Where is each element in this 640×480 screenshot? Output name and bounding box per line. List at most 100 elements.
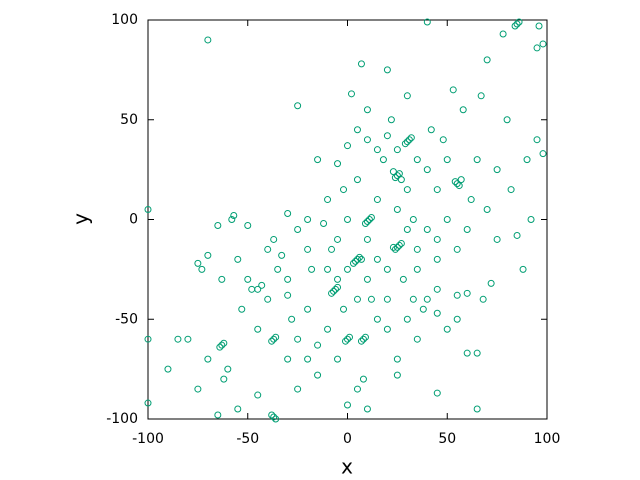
point	[433, 235, 441, 243]
point	[511, 22, 519, 30]
point	[423, 225, 431, 233]
point	[314, 371, 322, 379]
point	[519, 265, 527, 273]
point	[539, 40, 547, 48]
point	[393, 243, 401, 251]
point	[144, 399, 152, 407]
point	[515, 18, 523, 26]
point	[359, 335, 367, 343]
point	[449, 86, 457, 94]
point	[268, 411, 276, 419]
point	[308, 265, 316, 273]
y-tick-label: 50	[120, 112, 138, 128]
point	[473, 156, 481, 164]
point	[383, 295, 391, 303]
point	[393, 146, 401, 154]
point	[451, 178, 459, 186]
point	[174, 335, 182, 343]
point	[334, 283, 342, 291]
point	[493, 235, 501, 243]
point	[353, 176, 361, 184]
point	[433, 186, 441, 194]
point	[387, 116, 395, 124]
point	[344, 401, 351, 409]
point	[539, 150, 547, 158]
point	[413, 265, 421, 273]
point	[344, 142, 351, 150]
point	[194, 385, 202, 393]
point	[391, 174, 399, 182]
point	[533, 44, 541, 52]
point	[244, 275, 252, 283]
point	[393, 371, 401, 379]
point	[344, 335, 351, 343]
x-tick-label: 100	[534, 431, 561, 447]
point	[254, 285, 262, 293]
point	[270, 335, 278, 343]
point	[405, 136, 413, 144]
point	[363, 106, 371, 114]
point	[383, 132, 391, 140]
point	[401, 140, 409, 148]
point	[224, 365, 232, 373]
point	[268, 337, 276, 345]
point	[184, 335, 192, 343]
point	[328, 289, 336, 297]
point	[314, 341, 322, 349]
y-tick-label: 0	[129, 212, 138, 228]
x-tick-label: -50	[236, 431, 259, 447]
point	[218, 341, 226, 349]
point	[294, 335, 302, 343]
point	[363, 217, 371, 225]
point	[334, 235, 342, 243]
point	[228, 216, 236, 223]
point	[463, 225, 471, 233]
point	[463, 349, 471, 357]
point	[254, 391, 262, 399]
x-tick-label: 0	[343, 431, 352, 447]
point	[204, 355, 212, 363]
point	[373, 315, 381, 323]
point	[304, 355, 312, 363]
point	[467, 196, 475, 204]
point	[373, 255, 381, 263]
point	[220, 375, 228, 383]
point	[423, 295, 431, 303]
point	[403, 225, 411, 233]
point	[433, 309, 441, 317]
point	[353, 126, 361, 134]
point	[413, 245, 421, 253]
point	[419, 305, 427, 313]
point	[345, 333, 353, 341]
point	[397, 239, 405, 247]
point	[230, 212, 238, 220]
point	[264, 295, 272, 303]
point	[330, 287, 338, 295]
point	[443, 216, 451, 223]
plot-frame	[147, 19, 548, 420]
point	[198, 265, 206, 273]
point	[363, 136, 371, 144]
point	[407, 134, 415, 142]
point	[264, 245, 272, 253]
point	[272, 333, 280, 341]
point	[304, 305, 312, 313]
point	[383, 66, 391, 74]
point	[393, 172, 401, 180]
point	[357, 337, 365, 345]
point	[363, 235, 371, 243]
point	[383, 325, 391, 333]
point	[403, 92, 411, 100]
point	[433, 255, 441, 263]
point	[373, 146, 381, 154]
point	[413, 156, 421, 164]
point	[389, 168, 397, 176]
point	[320, 219, 328, 227]
point	[294, 385, 302, 393]
point	[272, 415, 280, 423]
point	[363, 275, 371, 283]
point	[234, 405, 242, 413]
y-tick-label: 100	[111, 12, 138, 28]
point	[334, 275, 342, 283]
